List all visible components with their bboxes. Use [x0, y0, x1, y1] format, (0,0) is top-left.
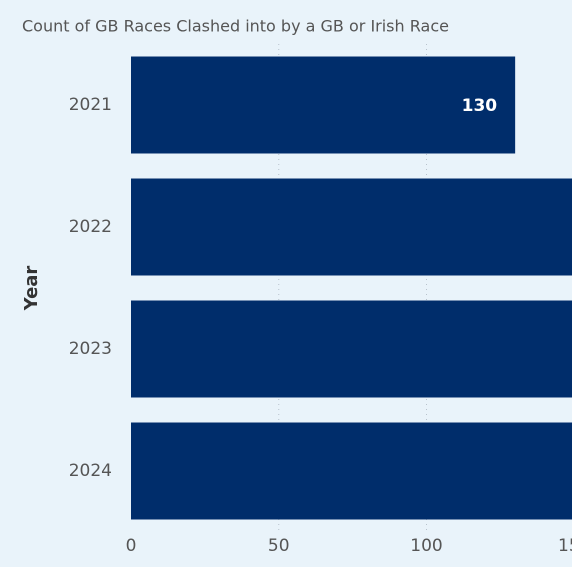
x-tick-label: 150: [558, 536, 572, 556]
data-label: 130: [462, 96, 498, 116]
bar: [131, 178, 572, 276]
x-tick-label: 50: [268, 536, 290, 556]
chart-title: Count of GB Races Clashed into by a GB o…: [22, 17, 449, 36]
x-tick-label: 100: [410, 536, 442, 556]
bar: [131, 56, 516, 154]
y-tick-label: 2022: [69, 217, 112, 237]
y-tick-label: 2021: [69, 95, 112, 115]
x-tick-label: 0: [126, 536, 137, 556]
bar: [131, 422, 572, 520]
y-tick-label: 2024: [69, 461, 112, 481]
bar: [131, 300, 572, 398]
y-tick-label: 2023: [69, 339, 112, 359]
y-axis-label: Year: [21, 266, 42, 312]
